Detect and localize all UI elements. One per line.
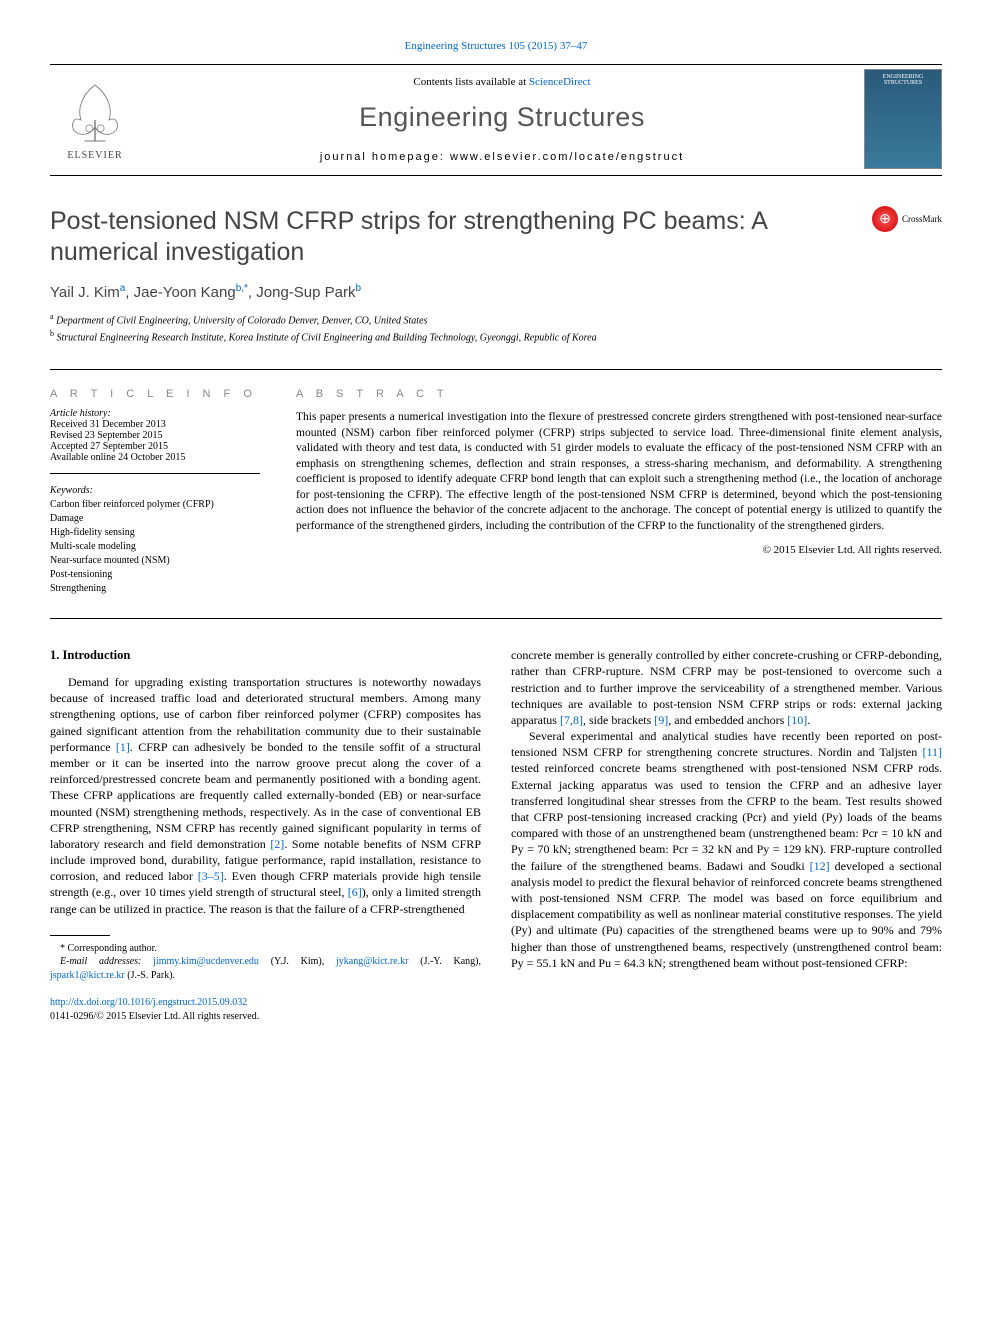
crossmark-label: CrossMark [902,214,942,224]
title-block: Post-tensioned NSM CFRP strips for stren… [50,206,942,269]
author-3: Jong-Sup Park [256,284,355,301]
ref-link[interactable]: [9] [654,713,668,727]
info-abstract-row: A R T I C L E I N F O Article history: R… [50,369,942,619]
header-center: Contents lists available at ScienceDirec… [140,76,864,163]
keywords-block: Keywords: Carbon fiber reinforced polyme… [50,484,260,596]
footnote-separator [50,935,110,936]
corresponding-author-note: * Corresponding author. [50,942,481,956]
email-1-who: (Y.J. Kim) [271,956,322,967]
history-accepted: Accepted 27 September 2015 [50,441,260,452]
keyword-2: High-fidelity sensing [50,526,260,540]
rule-bottom [50,175,942,176]
email-3-who: (J.-S. Park) [127,970,172,981]
column-left: 1. Introduction Demand for upgrading exi… [50,647,481,1023]
author-2: Jae-Yoon Kang [134,284,236,301]
keywords-label: Keywords: [50,484,260,498]
keyword-5: Post-tensioning [50,568,260,582]
abstract-copyright: © 2015 Elsevier Ltd. All rights reserved… [296,544,942,556]
email-2-who: (J.-Y. Kang) [420,956,478,967]
affiliation-b: b Structural Engineering Research Instit… [50,328,942,345]
email-addresses: E-mail addresses: jimmy.kim@ucdenver.edu… [50,955,481,982]
author-2-affil[interactable]: b,* [236,283,248,294]
email-label: E-mail addresses: [60,956,141,967]
history-revised: Revised 23 September 2015 [50,430,260,441]
body-columns: 1. Introduction Demand for upgrading exi… [50,647,942,1023]
doi-block: http://dx.doi.org/10.1016/j.engstruct.20… [50,996,481,1023]
keyword-0: Carbon fiber reinforced polymer (CFRP) [50,498,260,512]
history-label: Article history: [50,408,260,419]
journal-homepage: journal homepage: www.elsevier.com/locat… [140,151,864,163]
keyword-1: Damage [50,512,260,526]
author-3-affil[interactable]: b [356,283,362,294]
top-citation: Engineering Structures 105 (2015) 37–47 [50,40,942,52]
col2-para-2: Several experimental and analytical stud… [511,728,942,971]
ref-link[interactable]: [1] [116,740,130,754]
ref-link[interactable]: [6] [348,885,362,899]
footnotes: * Corresponding author. E-mail addresses… [50,942,481,983]
affiliation-a: a Department of Civil Engineering, Unive… [50,311,942,328]
ref-link[interactable]: [10] [787,713,807,727]
journal-name: Engineering Structures [140,102,864,133]
homepage-label: journal homepage: [320,151,450,163]
col1-para-1: Demand for upgrading existing transporta… [50,674,481,917]
elsevier-logo: ELSEVIER [50,69,140,169]
crossmark-badge[interactable]: ⊕ CrossMark [872,206,942,232]
ref-link[interactable]: [11] [922,745,942,759]
article-history-block: Article history: Received 31 December 20… [50,408,260,474]
cover-title-line2: STRUCTURES [869,80,937,86]
abstract: A B S T R A C T This paper presents a nu… [296,388,942,596]
keyword-3: Multi-scale modeling [50,540,260,554]
ref-link[interactable]: [7,8] [560,713,583,727]
citation-link[interactable]: Engineering Structures 105 (2015) 37–47 [405,40,588,52]
section-1-heading: 1. Introduction [50,647,481,664]
history-online: Available online 24 October 2015 [50,452,260,463]
affiliations: a Department of Civil Engineering, Unive… [50,311,942,346]
article-info: A R T I C L E I N F O Article history: R… [50,388,260,596]
email-2[interactable]: jykang@kict.re.kr [336,956,409,967]
contents-line: Contents lists available at ScienceDirec… [140,76,864,88]
ref-link[interactable]: [12] [810,859,830,873]
author-1-affil[interactable]: a [120,283,126,294]
history-received: Received 31 December 2013 [50,419,260,430]
author-1: Yail J. Kim [50,284,120,301]
col2-para-1: concrete member is generally controlled … [511,647,942,728]
issn-copyright: 0141-0296/© 2015 Elsevier Ltd. All right… [50,1010,481,1024]
ref-link[interactable]: [3–5] [198,869,224,883]
sciencedirect-link[interactable]: ScienceDirect [529,76,591,88]
abstract-text: This paper presents a numerical investig… [296,410,942,534]
journal-header: ELSEVIER Contents lists available at Sci… [50,69,942,169]
keyword-6: Strengthening [50,582,260,596]
authors-line: Yail J. Kima, Jae-Yoon Kangb,*, Jong-Sup… [50,283,942,301]
email-3[interactable]: jspark1@kict.re.kr [50,970,125,981]
elsevier-tree-icon [60,78,130,148]
column-right: concrete member is generally controlled … [511,647,942,1023]
ref-link[interactable]: [2] [270,837,284,851]
paper-title: Post-tensioned NSM CFRP strips for stren… [50,206,852,269]
elsevier-logo-text: ELSEVIER [67,150,122,161]
journal-cover-thumbnail: ENGINEERING STRUCTURES [864,69,942,169]
homepage-url[interactable]: www.elsevier.com/locate/engstruct [450,151,684,163]
doi-link[interactable]: http://dx.doi.org/10.1016/j.engstruct.20… [50,997,247,1008]
rule-top [50,64,942,65]
email-1[interactable]: jimmy.kim@ucdenver.edu [153,956,259,967]
crossmark-icon: ⊕ [872,206,898,232]
article-info-heading: A R T I C L E I N F O [50,388,260,400]
keyword-4: Near-surface mounted (NSM) [50,554,260,568]
abstract-heading: A B S T R A C T [296,388,942,400]
contents-prefix: Contents lists available at [413,76,528,88]
